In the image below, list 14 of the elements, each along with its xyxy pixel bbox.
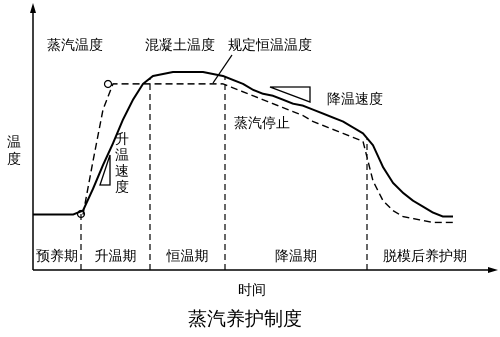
text: 规定恒温温度 bbox=[228, 38, 312, 54]
annotation: 恒温期 bbox=[166, 248, 208, 265]
x-axis-title: 时间 bbox=[238, 282, 266, 299]
annotation: 脱模后养护期 bbox=[383, 248, 467, 265]
text: 蒸汽养护制度 bbox=[188, 308, 302, 330]
series-label: 混凝土温度 bbox=[145, 38, 215, 54]
annotation: 降温期 bbox=[275, 248, 317, 265]
annotation: 降温速度 bbox=[327, 92, 383, 108]
annotation: 升温期 bbox=[94, 248, 136, 265]
annotation: 预养期 bbox=[36, 248, 78, 265]
annotation: 升温速度 bbox=[115, 132, 129, 196]
text: 蒸汽温度 bbox=[47, 38, 103, 54]
y-axis-title: 温度 bbox=[7, 134, 21, 168]
annotation: 蒸汽停止 bbox=[234, 116, 290, 132]
